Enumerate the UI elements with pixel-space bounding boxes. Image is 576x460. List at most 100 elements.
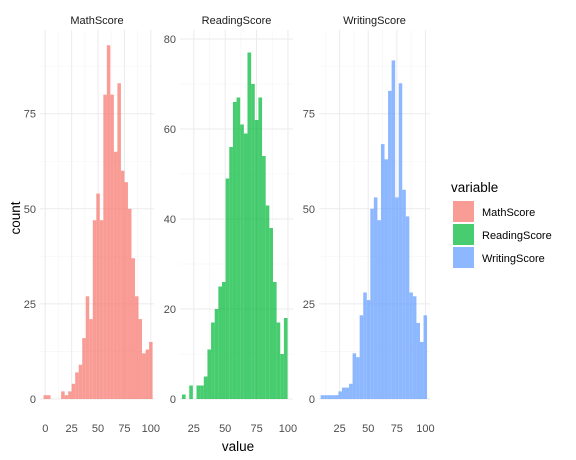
y-tick-label: 40: [164, 214, 176, 226]
legend-title: variable: [451, 180, 498, 195]
x-tick-label: 75: [118, 423, 130, 435]
histogram-bar: [64, 395, 69, 399]
histogram-bar: [254, 120, 259, 399]
histogram-bar: [373, 197, 378, 399]
x-tick-label: 100: [279, 423, 297, 435]
facet-strip-label: ReadingScore: [202, 15, 272, 27]
y-tick-label: 75: [303, 109, 315, 121]
histogram-bar: [324, 395, 328, 399]
histogram-bar: [82, 338, 86, 399]
histogram-bar: [349, 383, 353, 399]
histogram-bar: [395, 197, 399, 399]
histogram-bar: [280, 354, 284, 399]
histogram-bar: [142, 353, 146, 399]
histogram-bar: [247, 52, 252, 399]
histogram-bar: [356, 357, 360, 399]
x-tick-label: 100: [142, 423, 160, 435]
histogram-bar: [276, 322, 281, 399]
histogram-bar: [331, 395, 335, 399]
x-tick-label: 75: [250, 423, 262, 435]
histogram-bar: [320, 395, 325, 399]
histogram-bar: [370, 208, 374, 399]
histogram-bar: [423, 315, 428, 399]
legend-item-WritingScore: WritingScore: [453, 247, 545, 268]
histogram-bar: [232, 102, 237, 399]
histogram-bar: [214, 309, 219, 399]
histogram-bar: [345, 387, 350, 399]
y-tick-label: 75: [24, 109, 36, 121]
histogram-bar: [334, 395, 339, 399]
histogram-bar: [391, 60, 396, 400]
histogram-bar: [398, 83, 403, 400]
histogram-bar: [85, 296, 90, 399]
histogram-bar: [117, 83, 121, 400]
facet-strip-label: WritingScore: [343, 15, 406, 27]
legend-item-ReadingScore: ReadingScore: [453, 224, 552, 245]
x-tick-label: 50: [92, 423, 104, 435]
legend-label: MathScore: [482, 207, 535, 219]
histogram-bar: [207, 349, 212, 399]
x-tick-label: 50: [362, 423, 374, 435]
histogram-bar: [409, 292, 413, 399]
panel-WritingScore: WritingScore 25 50 75 100 0 25 50 75: [303, 15, 435, 435]
histogram-bar: [402, 189, 406, 399]
histogram-bar: [124, 182, 128, 399]
histogram-bar: [366, 300, 371, 399]
legend-key: [453, 247, 474, 268]
x-tick-label: 25: [333, 423, 345, 435]
histogram-bar: [138, 319, 143, 399]
histogram-bar: [380, 144, 385, 399]
x-tick-label: 25: [188, 423, 200, 435]
histogram-bar: [131, 258, 135, 399]
histogram-bar: [47, 395, 51, 399]
y-tick-label: 20: [164, 304, 176, 316]
histogram-bar: [203, 376, 208, 399]
histogram-bar: [120, 170, 125, 399]
histogram-bar: [341, 387, 346, 399]
y-tick-label: 0: [30, 394, 36, 406]
histogram-bar: [145, 349, 150, 399]
histogram-bar: [43, 395, 48, 399]
histogram-bar: [113, 151, 118, 399]
histogram-bar: [225, 178, 230, 399]
histogram-bar: [110, 94, 114, 399]
histogram-bar: [388, 90, 392, 400]
histogram-bar: [99, 220, 104, 399]
histogram-bar: [106, 45, 111, 400]
histogram-bar: [103, 94, 107, 399]
histogram-bar: [416, 322, 420, 399]
y-tick-label: 0: [170, 394, 176, 406]
legend-label: ReadingScore: [482, 230, 552, 242]
histogram-bar: [405, 216, 410, 399]
histogram-bar: [251, 84, 255, 399]
legend-key: [453, 201, 474, 222]
histogram-bar: [181, 394, 186, 399]
histogram-bar: [229, 147, 233, 399]
histogram-bar: [240, 124, 244, 399]
histogram-bar: [149, 341, 153, 399]
legend: variable MathScore ReadingScore WritingSco…: [451, 180, 552, 268]
histogram-bar: [189, 385, 193, 399]
x-tick-label: 75: [391, 423, 403, 435]
histogram-bar: [419, 341, 424, 399]
panel-ReadingScore: ReadingScore 25 50 75 100 0 20 40 60 80: [164, 15, 297, 435]
histogram-bar: [236, 97, 241, 399]
y-axis-title: count: [8, 201, 23, 234]
histogram-bar: [221, 282, 226, 399]
histogram-bar: [96, 193, 100, 399]
histogram-bar: [363, 292, 367, 399]
x-tick-label: 0: [42, 423, 48, 435]
x-tick-label: 25: [66, 423, 78, 435]
histogram-bar: [71, 383, 76, 399]
panels-layer: MathScore 0 25 50 75 100 0 25 50 75 ReadingScore 25…: [24, 15, 435, 435]
legend-label: WritingScore: [482, 253, 545, 265]
histogram-bar: [352, 353, 357, 399]
histogram-bar: [412, 296, 417, 399]
histogram-bar: [89, 319, 93, 399]
panel-MathScore: MathScore 0 25 50 75 100 0 25 50 75: [24, 15, 160, 435]
histogram-bar: [377, 220, 381, 399]
x-tick-label: 100: [416, 423, 434, 435]
histogram-bar: [75, 372, 79, 399]
histogram-bar: [127, 208, 132, 399]
